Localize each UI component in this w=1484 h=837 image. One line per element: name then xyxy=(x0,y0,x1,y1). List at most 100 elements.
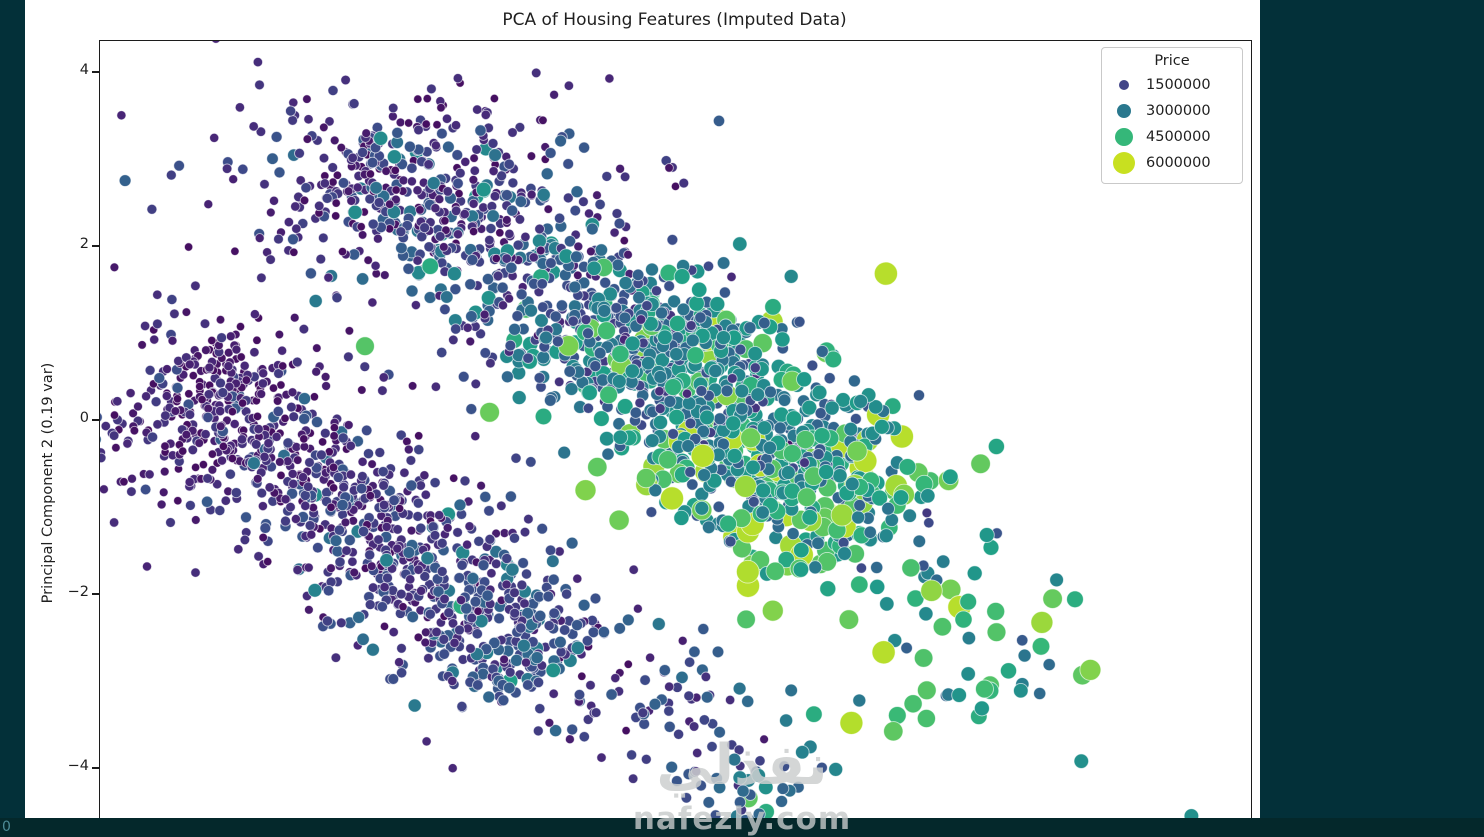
scatter-point xyxy=(520,231,531,243)
scatter-point xyxy=(525,456,537,468)
scatter-point xyxy=(449,637,460,649)
scatter-point xyxy=(497,300,509,311)
scatter-point xyxy=(112,396,123,407)
scatter-point xyxy=(398,175,409,186)
scatter-point xyxy=(654,403,666,415)
scatter-point xyxy=(474,124,487,137)
scatter-point xyxy=(1033,686,1047,701)
scatter-point xyxy=(122,438,133,449)
scatter-point xyxy=(442,186,454,197)
scatter-point xyxy=(711,645,725,659)
scatter-point xyxy=(520,657,532,668)
scatter-point xyxy=(378,372,389,383)
scatter-point xyxy=(987,437,1005,456)
scatter-point xyxy=(912,389,926,402)
scatter-point xyxy=(100,452,107,464)
scatter-point xyxy=(336,142,347,153)
scatter-point xyxy=(838,609,860,630)
scatter-point xyxy=(264,482,275,493)
scatter-point xyxy=(736,609,756,630)
scatter-point xyxy=(402,546,416,559)
scatter-point xyxy=(217,387,229,399)
scatter-point xyxy=(290,513,301,525)
scatter-point xyxy=(237,398,248,408)
scatter-point xyxy=(421,119,431,129)
scatter-point xyxy=(765,561,785,581)
scatter-point xyxy=(966,565,983,582)
scatter-point xyxy=(624,335,641,352)
scatter-point xyxy=(419,470,430,481)
scatter-point xyxy=(587,626,600,639)
scatter-point xyxy=(379,581,390,593)
scatter-point xyxy=(465,310,478,323)
scatter-point xyxy=(555,646,567,658)
scatter-point xyxy=(479,490,492,503)
scatter-point xyxy=(326,502,336,512)
scatter-point xyxy=(975,679,994,699)
y-tick-mark xyxy=(92,245,99,247)
scatter-point xyxy=(313,200,325,212)
scatter-point xyxy=(338,481,350,493)
scatter-point xyxy=(360,424,373,437)
scatter-point xyxy=(485,357,496,369)
scatter-point xyxy=(229,418,240,430)
scatter-point xyxy=(634,397,646,409)
scatter-point xyxy=(532,725,544,737)
scatter-point xyxy=(830,503,854,527)
scatter-point xyxy=(616,398,634,415)
scatter-point xyxy=(299,195,310,206)
scatter-point xyxy=(540,167,554,181)
scatter-point xyxy=(216,455,228,466)
scatter-point xyxy=(736,784,750,798)
scatter-point xyxy=(344,326,355,336)
scatter-point xyxy=(298,323,310,335)
scatter-point xyxy=(863,525,877,539)
scatter-point xyxy=(287,233,299,246)
scatter-point xyxy=(853,498,866,512)
scatter-point xyxy=(405,284,419,298)
scatter-point xyxy=(902,508,917,523)
scatter-point xyxy=(932,617,953,637)
scatter-point xyxy=(837,546,852,561)
scatter-point xyxy=(465,336,476,347)
scatter-point xyxy=(423,652,434,664)
scatter-point xyxy=(297,472,309,483)
scatter-point xyxy=(545,662,561,679)
scatter-point xyxy=(484,234,495,246)
scatter-point xyxy=(329,534,343,548)
scatter-point xyxy=(511,310,524,323)
legend-marker-icon xyxy=(1113,152,1135,174)
scatter-point xyxy=(852,693,867,708)
scatter-point xyxy=(366,156,379,169)
scatter-point xyxy=(386,149,402,165)
scatter-point xyxy=(239,534,251,546)
scatter-point xyxy=(302,481,314,492)
scatter-point xyxy=(233,544,244,555)
scatter-point xyxy=(481,589,494,602)
scatter-point xyxy=(286,401,297,413)
scatter-point xyxy=(621,613,635,627)
scatter-point xyxy=(712,114,726,128)
scatter-point xyxy=(608,509,630,531)
scatter-point xyxy=(632,603,643,614)
scatter-point xyxy=(287,468,298,479)
scatter-point xyxy=(469,165,480,176)
scatter-point xyxy=(868,399,884,415)
scatter-point xyxy=(673,268,691,285)
scatter-point xyxy=(223,361,234,372)
scatter-point xyxy=(667,428,679,440)
scatter-point xyxy=(402,436,412,447)
scatter-point xyxy=(645,506,658,518)
scatter-point xyxy=(345,440,356,452)
scatter-point xyxy=(285,501,296,513)
scatter-point xyxy=(309,392,320,402)
scatter-point xyxy=(819,580,837,598)
scatter-point xyxy=(442,140,455,154)
legend-entry: 4500000 xyxy=(1102,124,1242,150)
corner-label: 0 xyxy=(2,819,11,835)
scatter-point xyxy=(429,477,441,489)
scatter-point xyxy=(364,599,376,611)
scatter-point xyxy=(328,177,338,187)
scatter-point xyxy=(796,487,817,508)
scatter-point xyxy=(441,225,451,235)
